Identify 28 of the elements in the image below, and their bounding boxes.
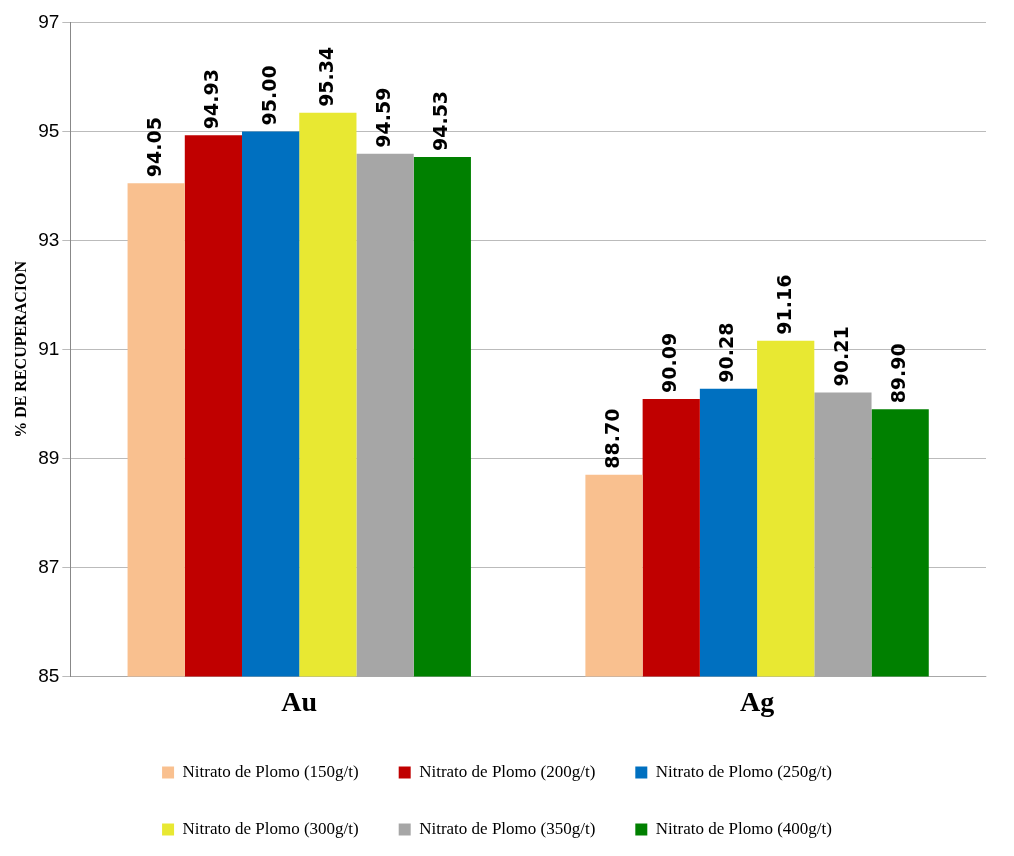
data-label: 94.05 xyxy=(143,117,166,178)
data-label: 90.21 xyxy=(829,326,852,387)
legend-label: Nitrato de Plomo (200g/t) xyxy=(419,761,596,781)
y-axis-title: % DE RECUPERACION xyxy=(11,260,29,438)
x-tick-label: Au xyxy=(281,686,318,718)
data-label: 94.93 xyxy=(200,69,223,130)
y-tick-label: 97 xyxy=(38,10,60,32)
data-label: 90.28 xyxy=(715,322,738,383)
y-tick-label: 91 xyxy=(38,337,60,359)
y-tick-label: 87 xyxy=(38,555,60,577)
data-label: 88.70 xyxy=(600,408,623,469)
data-label: 95.34 xyxy=(314,46,337,107)
data-label: 94.59 xyxy=(372,87,395,148)
legend-label: Nitrato de Plomo (150g/t) xyxy=(182,761,359,781)
data-label: 94.53 xyxy=(429,90,452,152)
data-label: 90.09 xyxy=(658,332,681,393)
x-tick-label: Ag xyxy=(739,686,775,718)
y-tick-label: 85 xyxy=(38,664,60,686)
data-label: 89.90 xyxy=(887,343,910,404)
data-label: 95.00 xyxy=(257,65,280,126)
legend-label: Nitrato de Plomo (300g/t) xyxy=(182,818,359,838)
legend-label: Nitrato de Plomo (250g/t) xyxy=(655,761,832,781)
y-tick-label: 95 xyxy=(38,119,60,141)
y-tick-label: 89 xyxy=(38,446,60,468)
legend-label: Nitrato de Plomo (350g/t) xyxy=(419,818,596,838)
data-label: 91.16 xyxy=(772,274,795,335)
y-tick-label: 93 xyxy=(38,228,60,250)
legend-label: Nitrato de Plomo (400g/t) xyxy=(655,818,832,838)
